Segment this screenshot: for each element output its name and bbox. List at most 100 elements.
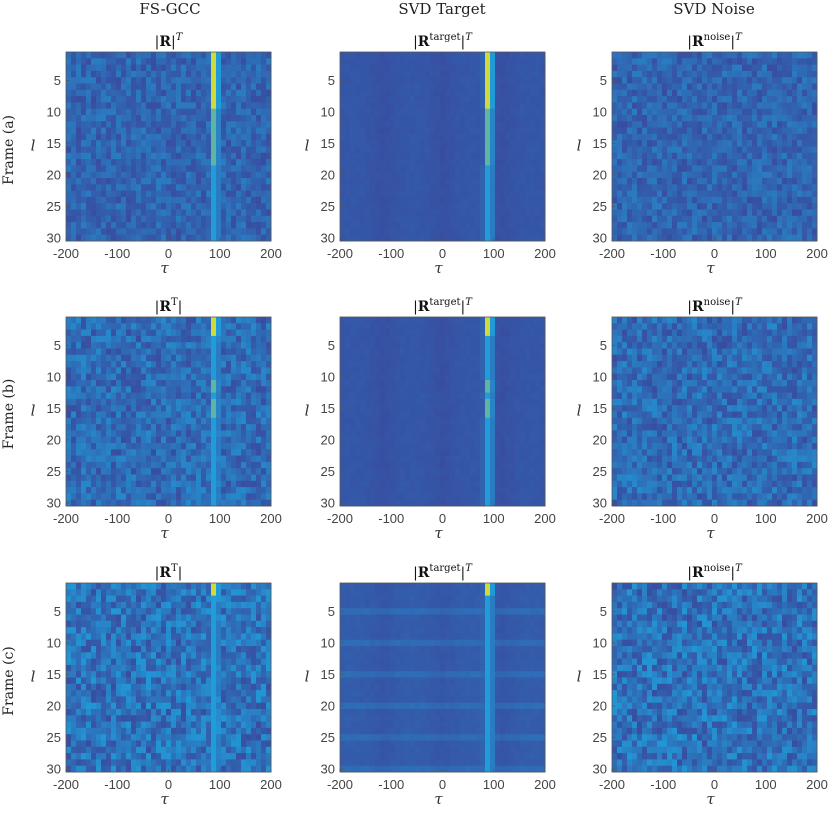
heatmap-cell <box>360 115 366 122</box>
heatmap-cell <box>787 70 793 78</box>
heatmap-cell <box>637 159 643 166</box>
heatmap-cell <box>400 108 406 116</box>
heatmap-cell <box>261 461 267 469</box>
heatmap-cell <box>657 165 663 173</box>
heatmap-cell <box>530 140 536 147</box>
heatmap-cell <box>176 215 182 223</box>
heatmap-cell <box>96 159 102 166</box>
heatmap-cell <box>151 58 157 65</box>
heatmap-cell <box>116 480 122 488</box>
heatmap-cell <box>121 58 127 65</box>
heatmap-cell <box>196 392 202 400</box>
heatmap-cell <box>101 443 107 450</box>
heatmap-cell <box>350 108 356 116</box>
heatmap-cell <box>266 354 272 362</box>
heatmap-cell <box>181 140 187 147</box>
heatmap-cell <box>405 64 411 72</box>
heatmap-cell <box>807 228 813 236</box>
heatmap-cell <box>712 215 718 223</box>
heatmap-cell <box>236 335 242 343</box>
heatmap-cell <box>86 480 92 488</box>
heatmap-cell <box>246 89 252 97</box>
heatmap-cell <box>395 58 401 65</box>
heatmap-cell <box>211 159 217 166</box>
heatmap-cell <box>370 121 376 128</box>
heatmap-cell <box>682 209 688 217</box>
heatmap-cell <box>81 373 87 381</box>
heatmap-cell <box>355 209 361 217</box>
heatmap-cell <box>782 152 788 160</box>
heatmap-cell <box>226 133 232 141</box>
heatmap-cell <box>256 89 262 97</box>
heatmap-cell <box>515 228 521 236</box>
heatmap-cell <box>500 171 506 179</box>
heatmap-cell <box>66 152 72 160</box>
heatmap-cell <box>216 184 222 191</box>
heatmap-cell <box>762 171 768 179</box>
heatmap-cell <box>505 196 511 204</box>
heatmap-cell <box>176 165 182 173</box>
heatmap-cell <box>241 115 247 122</box>
heatmap-cell <box>261 392 267 400</box>
heatmap-cell <box>370 215 376 223</box>
heatmap-cell <box>156 380 162 387</box>
heatmap-cell <box>126 398 132 406</box>
heatmap-cell <box>667 121 673 128</box>
heatmap-cell <box>256 215 262 223</box>
heatmap-cell <box>385 77 391 84</box>
heatmap-cell <box>111 190 117 198</box>
heatmap-cell <box>647 52 653 59</box>
heatmap-cell <box>627 184 633 191</box>
heatmap-cell <box>186 115 192 122</box>
heatmap-cell <box>221 64 227 72</box>
heatmap-cell <box>525 58 531 65</box>
heatmap-cell <box>465 133 471 141</box>
heatmap-cell <box>762 108 768 116</box>
heatmap-cell <box>737 121 743 128</box>
heatmap-cell <box>440 159 446 166</box>
heatmap-cell <box>121 152 127 160</box>
heatmap-cell <box>246 152 252 160</box>
heatmap-cell <box>657 190 663 198</box>
heatmap-cell <box>196 323 202 330</box>
heatmap-cell <box>752 171 758 179</box>
heatmap-cell <box>126 405 132 412</box>
heatmap-cell <box>256 354 262 362</box>
heatmap-cell <box>440 127 446 135</box>
heatmap-cell <box>355 146 361 154</box>
heatmap-cell <box>66 115 72 122</box>
heatmap-cell <box>221 196 227 204</box>
heatmap-cell <box>500 64 506 72</box>
heatmap-cell <box>246 102 252 110</box>
heatmap-cell <box>136 209 142 217</box>
heatmap-cell <box>201 424 207 431</box>
heatmap-cell <box>106 342 112 349</box>
heatmap-cell <box>211 323 217 330</box>
heatmap-cell <box>345 115 351 122</box>
heatmap-cell <box>91 64 97 72</box>
heatmap-cell <box>116 449 122 456</box>
heatmap-cell <box>672 70 678 78</box>
heatmap-cell <box>400 121 406 128</box>
heatmap-cell <box>186 424 192 431</box>
heatmap-cell <box>340 196 346 204</box>
heatmap-cell <box>712 121 718 128</box>
heatmap-cell <box>111 108 117 116</box>
heatmap-cell <box>642 58 648 65</box>
heatmap-cell <box>116 468 122 475</box>
heatmap-cell <box>757 108 763 116</box>
heatmap-cell <box>515 121 521 128</box>
heatmap-cell <box>86 190 92 198</box>
heatmap-cell <box>787 146 793 154</box>
heatmap-cell <box>146 317 152 324</box>
heatmap-cell <box>176 190 182 198</box>
heatmap-cell <box>687 133 693 141</box>
heatmap-cell <box>201 171 207 179</box>
heatmap-cell <box>460 190 466 198</box>
heatmap-cell <box>380 140 386 147</box>
heatmap-cell <box>86 121 92 128</box>
heatmap-cell <box>757 58 763 65</box>
heatmap-cell <box>687 234 693 242</box>
heatmap-cell <box>697 152 703 160</box>
heatmap-cell <box>81 380 87 387</box>
